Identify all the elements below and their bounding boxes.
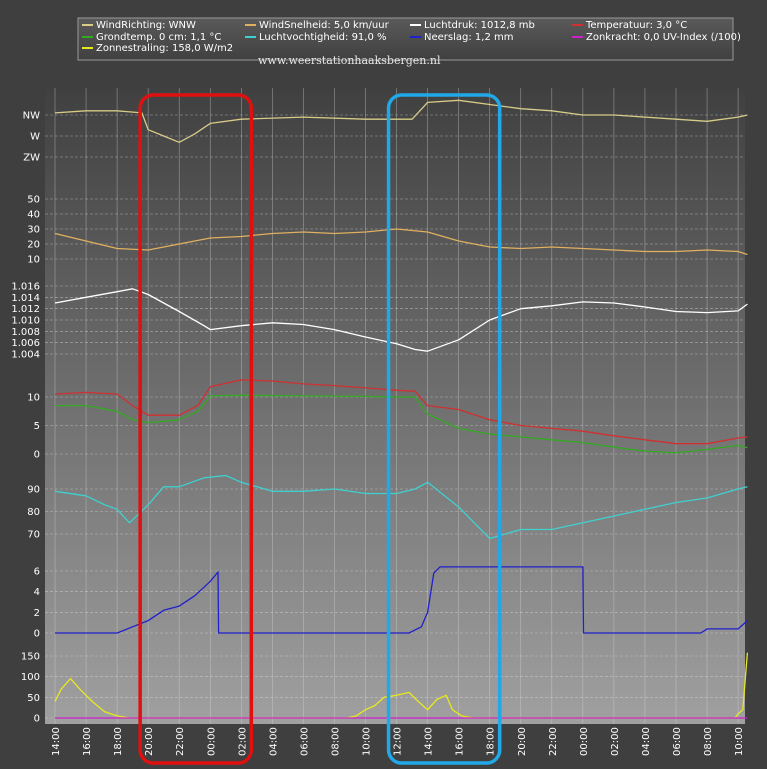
y-tick-label: 0 xyxy=(34,714,40,725)
x-tick-label: 02:00 xyxy=(237,727,248,756)
y-tick-label: 10 xyxy=(27,255,40,266)
legend-entry: Zonnestraling: 158,0 W/m2 xyxy=(96,43,233,54)
legend-entry: Luchtvochtigheid: 91,0 % xyxy=(259,32,387,43)
highlight-box xyxy=(386,93,502,765)
y-tick-label: 0 xyxy=(34,629,40,640)
highlight-boxes xyxy=(138,93,502,765)
x-tick-label: 16:00 xyxy=(455,727,466,756)
legend-entry: WindSnelheid: 5,0 km/uur xyxy=(259,20,390,31)
series-line-wind-speed xyxy=(54,228,748,256)
x-tick-label: 18:00 xyxy=(486,727,497,756)
plot-background xyxy=(45,88,745,724)
y-tick-label: 1.014 xyxy=(11,293,40,304)
legend-entry: Luchtdruk: 1012,8 mb xyxy=(424,20,535,31)
y-tick-label: 1.010 xyxy=(11,316,40,327)
watermark: www.weerstationhaaksbergen.nl xyxy=(258,54,441,67)
y-tick-label: 1.006 xyxy=(11,338,40,349)
y-tick-label: 40 xyxy=(27,210,40,221)
highlight-box xyxy=(138,93,254,765)
series-line-temperature xyxy=(55,394,748,454)
legend-entry: Neerslag: 1,2 mm xyxy=(424,32,513,43)
series-line-temperature xyxy=(54,379,748,445)
y-tick-label: ZW xyxy=(23,153,40,164)
y-tick-label: 1.004 xyxy=(11,350,40,361)
y-tick-label: 150 xyxy=(21,652,40,663)
x-tick-label: 02:00 xyxy=(610,727,621,756)
y-tick-label: 1.008 xyxy=(11,327,40,338)
legend: WindRichting: WNW WindSnelheid: 5,0 km/uu… xyxy=(82,20,741,54)
y-tick-label: 6 xyxy=(34,567,40,578)
x-tick-label: 16:00 xyxy=(82,727,93,756)
x-tick-label: 14:00 xyxy=(424,727,435,756)
x-axis: 14:00 16:00 18:00 20:00 22:00 00:00 02:00 04:00… xyxy=(51,727,745,756)
x-tick-label: 12:00 xyxy=(393,727,404,756)
y-tick-label: NW xyxy=(23,111,40,122)
legend-entry: Zonkracht: 0,0 UV-Index (/100) xyxy=(586,32,741,43)
series-line-pressure xyxy=(54,288,748,352)
x-tick-label: 08:00 xyxy=(330,727,341,756)
y-tick-label: 50 xyxy=(27,195,40,206)
x-tick-label: 22:00 xyxy=(548,727,559,756)
x-tick-label: 10:00 xyxy=(362,727,373,756)
series-line-wind-direction xyxy=(54,99,748,143)
y-tick-label: 50 xyxy=(27,693,40,704)
x-tick-label: 04:00 xyxy=(268,727,279,756)
y-tick-label: 5 xyxy=(34,421,40,432)
y-tick-label: 1.016 xyxy=(11,282,40,293)
x-tick-label: 20:00 xyxy=(144,727,155,756)
y-tick-label: W xyxy=(30,132,40,143)
x-tick-label: 10:00 xyxy=(734,727,745,756)
x-tick-label: 04:00 xyxy=(641,727,652,756)
y-tick-label: 4 xyxy=(34,587,40,598)
x-tick-label: 14:00 xyxy=(51,727,62,756)
y-tick-label: 1.012 xyxy=(11,304,40,315)
y-tick-label: 0 xyxy=(34,450,40,461)
series-line-humidity xyxy=(54,474,748,540)
x-tick-label: 20:00 xyxy=(517,727,528,756)
series-lines xyxy=(54,99,749,719)
legend-entry: WindRichting: WNW xyxy=(96,20,196,31)
series-line-rain xyxy=(55,566,748,634)
legend-entry: Temperatuur: 3,0 °C xyxy=(585,20,687,31)
x-tick-label: 18:00 xyxy=(113,727,124,756)
y-tick-label: 70 xyxy=(27,530,40,541)
y-tick-label: 10 xyxy=(27,393,40,404)
y-tick-label: 2 xyxy=(34,608,40,619)
x-tick-label: 00:00 xyxy=(579,727,590,756)
x-tick-label: 06:00 xyxy=(299,727,310,756)
y-tick-label: 100 xyxy=(21,672,40,683)
y-tick-label: 80 xyxy=(27,507,40,518)
x-tick-label: 00:00 xyxy=(206,727,217,756)
y-axes: NWWZW50403020101.0161.0141.0121.0101.008… xyxy=(11,111,40,725)
y-tick-label: 30 xyxy=(27,225,40,236)
legend-box xyxy=(77,17,734,61)
y-tick-label: 90 xyxy=(27,485,40,496)
legend-entry: Grondtemp. 0 cm: 1,1 °C xyxy=(96,32,221,43)
x-tick-label: 22:00 xyxy=(175,727,186,756)
y-tick-label: 20 xyxy=(27,240,40,251)
x-tick-label: 08:00 xyxy=(703,727,714,756)
x-tick-label: 06:00 xyxy=(672,727,683,756)
grid xyxy=(45,88,745,724)
